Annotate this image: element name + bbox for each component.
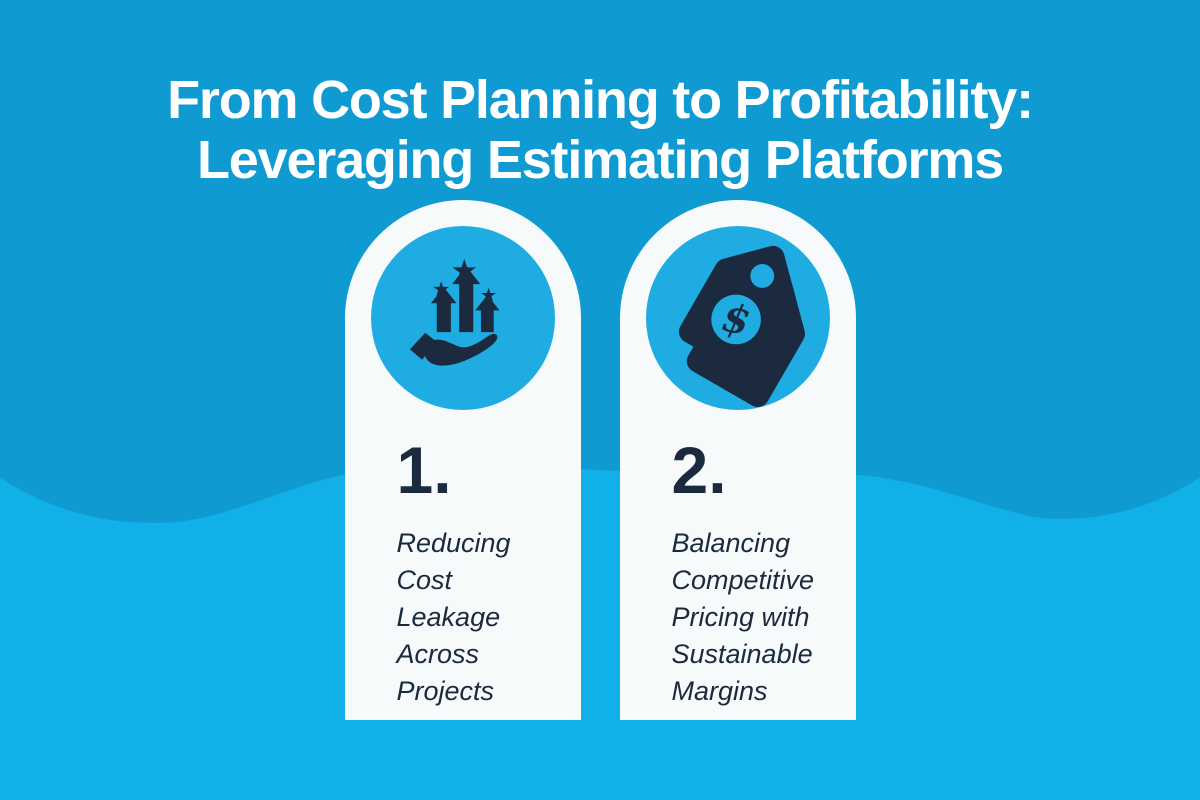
card-2-number: 2. bbox=[671, 433, 727, 507]
wave-background bbox=[0, 463, 1200, 800]
card-2-description: Balancing Competitive Pricing with Susta… bbox=[671, 528, 815, 706]
card-1-description: Reducing Cost Leakage Across Projects bbox=[396, 528, 511, 706]
card-balancing-pricing: $ 2. Balancing Competitive Pricing with … bbox=[619, 200, 856, 720]
cards-row: ★ ★ ★ 1. Reducing Cost Leakage Across Pr… bbox=[0, 200, 1200, 720]
card-1-number: 1. bbox=[396, 433, 452, 507]
hand-growth-arrows-icon: ★ ★ ★ bbox=[409, 253, 499, 366]
card-reducing-cost-leakage: ★ ★ ★ 1. Reducing Cost Leakage Across Pr… bbox=[344, 200, 581, 720]
title-line-2: Leveraging Estimating Platforms bbox=[197, 130, 1004, 190]
card-2-icon-circle: $ bbox=[645, 226, 830, 410]
page-title: From Cost Planning to Profitability: Leve… bbox=[0, 70, 1200, 190]
title-line-1: From Cost Planning to Profitability: bbox=[167, 70, 1034, 130]
card-1-icon-circle: ★ ★ ★ bbox=[370, 226, 555, 410]
price-tags-dollar-icon: $ bbox=[678, 245, 805, 407]
